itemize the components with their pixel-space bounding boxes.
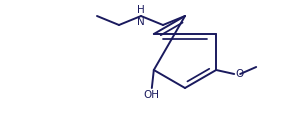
Text: H: H (137, 5, 145, 15)
Text: O: O (235, 69, 243, 79)
Text: N: N (137, 17, 145, 27)
Text: OH: OH (144, 90, 160, 100)
